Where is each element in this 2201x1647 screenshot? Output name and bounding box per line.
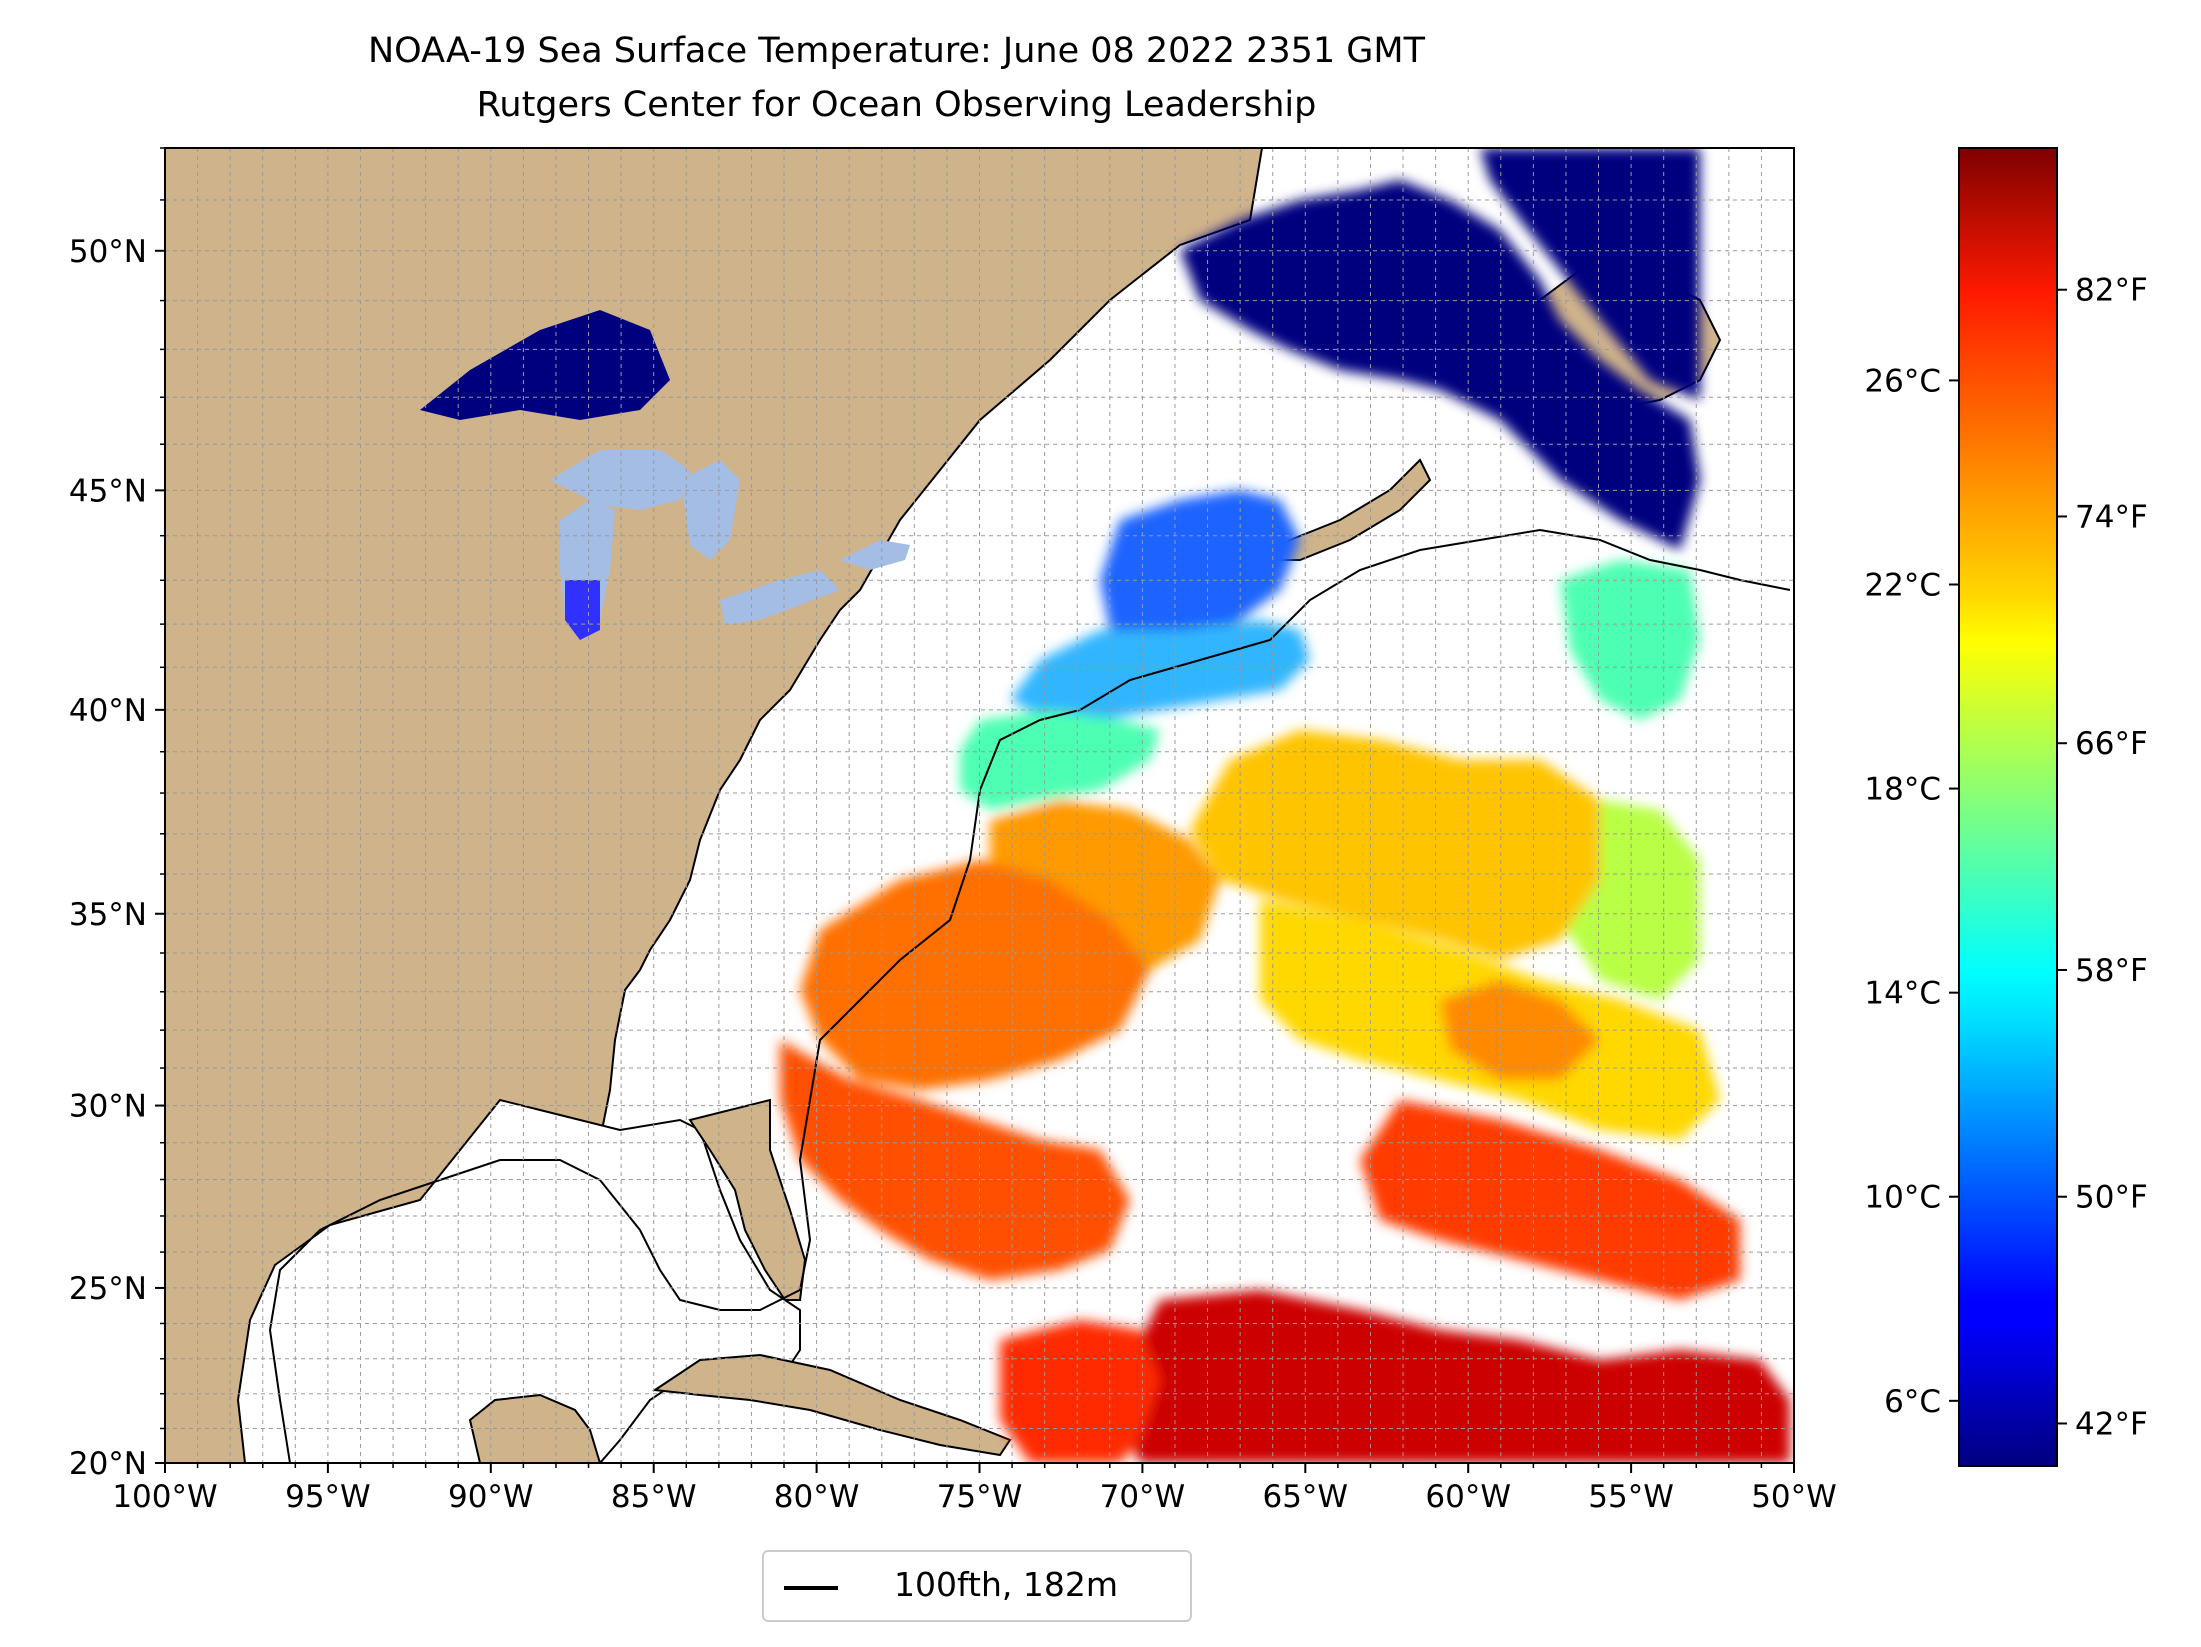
lon-tick-label: 65°W <box>1262 1479 1348 1515</box>
map-subtitle: Rutgers Center for Ocean Observing Leade… <box>476 85 1317 125</box>
f-tick-label: 42°F <box>2075 1406 2148 1442</box>
sst-field <box>780 148 1790 1463</box>
100-fathom-contour <box>268 528 1791 1463</box>
lon-tick-label: 75°W <box>937 1479 1023 1515</box>
lon-tick-label: 60°W <box>1425 1479 1511 1515</box>
longitude-axis: 100°W 95°W 90°W 85°W 80°W 75°W 70°W 65°W 60°W 55°… <box>112 1463 1837 1515</box>
map-title: NOAA-19 Sea Surface Temperature: June 08… <box>367 31 1425 71</box>
lon-tick-label: 70°W <box>1100 1479 1186 1515</box>
c-tick-label: 14°C <box>1864 976 1941 1012</box>
f-tick-label: 50°F <box>2075 1180 2148 1216</box>
map-gridlines <box>165 148 1794 1463</box>
land-cuba <box>652 1353 1012 1457</box>
lat-tick-label: 30°N <box>69 1089 147 1125</box>
c-tick-label: 18°C <box>1864 772 1941 808</box>
colorbar-celsius-axis: 6°C 10°C 14°C 18°C 22°C 26°C <box>1864 363 1959 1420</box>
lon-tick-label: 85°W <box>611 1479 697 1515</box>
f-tick-label: 66°F <box>2075 726 2148 762</box>
f-tick-label: 58°F <box>2075 953 2148 989</box>
lon-tick-label: 95°W <box>285 1479 371 1515</box>
f-tick-label: 74°F <box>2075 499 2148 535</box>
c-tick-label: 26°C <box>1864 363 1941 399</box>
lon-tick-label: 90°W <box>448 1479 534 1515</box>
lat-tick-label: 25°N <box>69 1271 147 1307</box>
lat-tick-label: 40°N <box>69 693 147 729</box>
great-lakes <box>420 310 910 640</box>
f-tick-label: 82°F <box>2075 273 2148 309</box>
lat-tick-label: 20°N <box>69 1446 147 1482</box>
c-tick-label: 6°C <box>1884 1384 1941 1420</box>
lat-tick-label: 50°N <box>69 234 147 270</box>
lon-tick-label: 80°W <box>774 1479 860 1515</box>
lat-tick-label: 35°N <box>69 897 147 933</box>
c-tick-label: 10°C <box>1864 1180 1941 1216</box>
map-legend: 100fth, 182m <box>762 1550 1192 1622</box>
c-tick-label: 22°C <box>1864 567 1941 603</box>
lat-tick-label: 45°N <box>69 473 147 509</box>
lon-tick-label: 100°W <box>112 1479 217 1515</box>
colorbar <box>1958 147 2058 1467</box>
colorbar-fahrenheit-axis: 42°F 50°F 58°F 66°F 74°F 82°F <box>2057 273 2148 1442</box>
lon-tick-label: 50°W <box>1751 1479 1837 1515</box>
lon-tick-label: 55°W <box>1588 1479 1674 1515</box>
land-yucatan <box>468 1393 602 1463</box>
legend-label: 100fth, 182m <box>894 1565 1118 1604</box>
latitude-axis: 20°N 25°N 30°N 35°N 40°N 45°N 50°N <box>69 147 165 1482</box>
legend-line-swatch <box>784 1586 838 1590</box>
